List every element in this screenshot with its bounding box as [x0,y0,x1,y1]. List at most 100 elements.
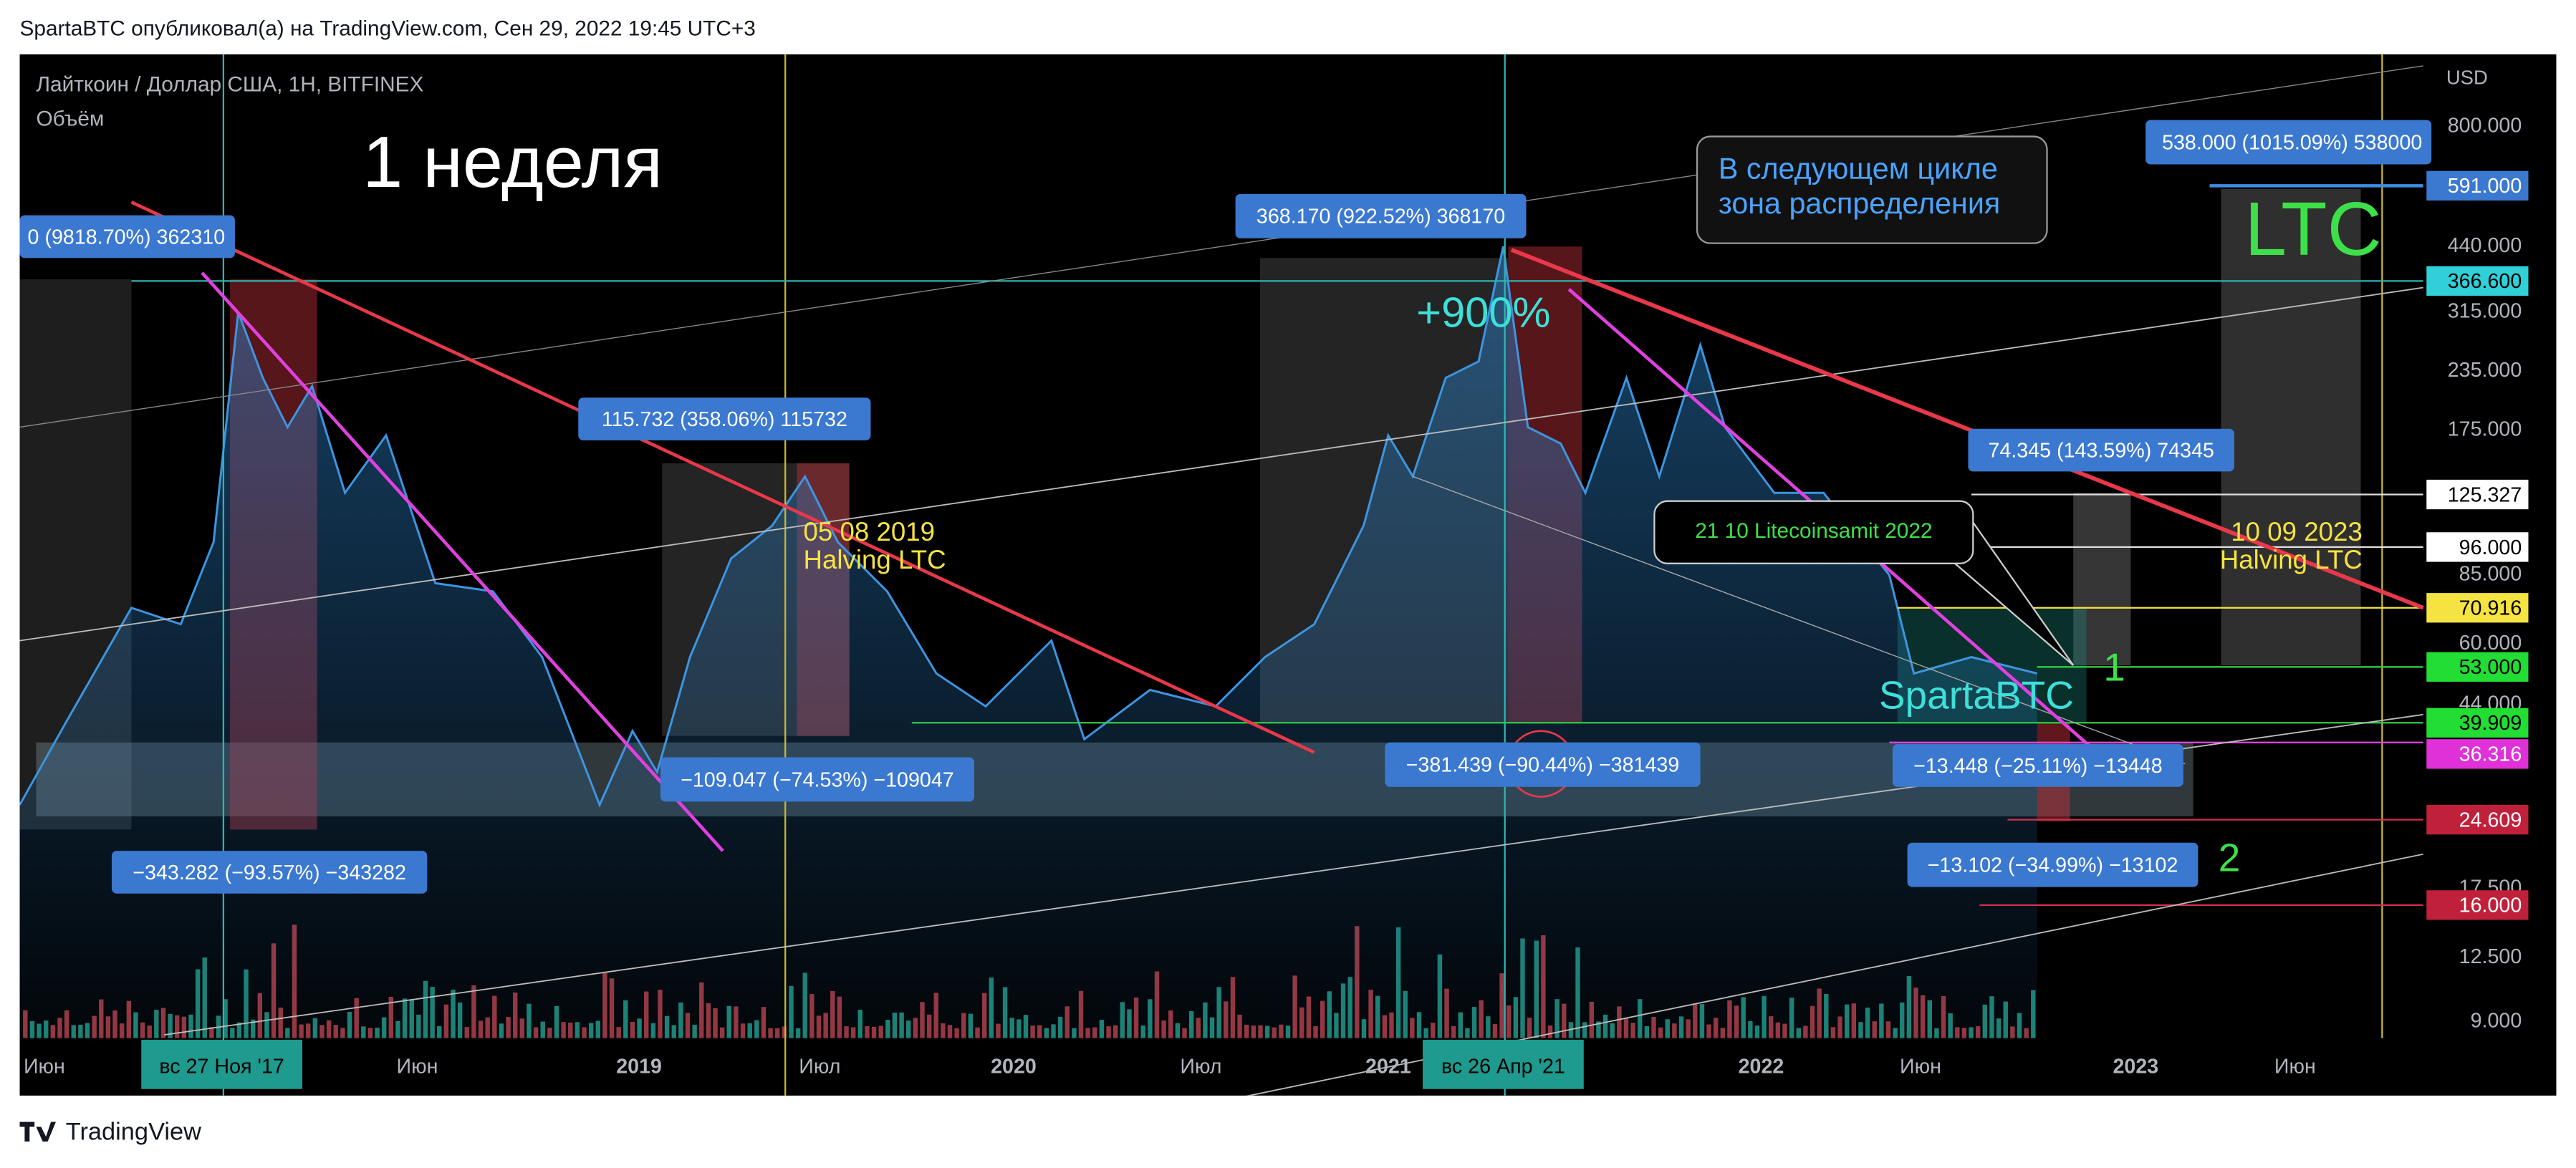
price-tick-label: 96.000 [2459,536,2522,559]
measure-label-box [111,851,428,894]
trendline [1510,248,2424,610]
gray-zone [2221,188,2361,666]
marker: 1 [2103,645,2125,689]
measure-label: −109.047 (−74.53%) −109047 [681,768,954,791]
price-tick-label: 175.000 [2448,418,2522,441]
channel-line [1246,853,2423,1096]
price-tick-label: 60.000 [2459,632,2522,655]
trendline [130,201,1315,754]
measure-label: 115.732 (358.06%) 115732 [602,408,847,431]
indicator-label: Объём [36,107,104,130]
time-tick-label: Июн [397,1055,438,1078]
price-tick-label: 366.600 [2448,270,2522,293]
price-tick-label: 39.909 [2459,712,2522,735]
measure-label-box [19,215,235,259]
time-tick-label: 2020 [991,1055,1037,1078]
price-tick-label: 12.500 [2459,945,2522,968]
price-badge [2426,890,2529,920]
price-tick-label: 53.000 [2459,656,2522,679]
price-tick-label: 9.000 [2471,1009,2522,1032]
date-badge [141,1039,302,1089]
time-tick-label: Июл [799,1055,840,1078]
ticker-label: LTC [2244,188,2381,271]
header-text: SpartaBTC опубликовал(а) на TradingView.… [20,16,756,40]
measure-label: −381.439 (−90.44%) −381439 [1406,754,1680,777]
measure-label: 0 (9818.70%) 362310 [28,226,226,248]
halving-date: 05 08 2019 [803,517,935,546]
callout-pointer [1954,521,2075,666]
price-badge [2426,708,2529,738]
footer-brand: TradingView [66,1119,201,1146]
chart-title: 1 неделя [362,122,663,203]
price-tick-label: 440.000 [2448,234,2522,257]
price-tick-label: 16.000 [2459,894,2522,917]
measure-label-box [1907,842,2198,887]
measure-label-box [1892,744,2183,787]
gain-label: +900% [1416,288,1550,336]
time-tick-label: 2022 [1739,1055,1784,1078]
plot: Лайткоин / Доллар США, 1H, BITFINEX Объём… [19,54,2432,1096]
price-badge [2426,170,2529,201]
measure-label: −13.448 (−25.11%) −13448 [1913,755,2163,778]
price-badge [2426,652,2529,682]
halving-date: 10 09 2023 [2231,517,2363,546]
halving-label: Halving LTC [803,545,946,574]
callout-box [1696,135,2048,244]
price-tick-label: 235.000 [2448,359,2522,382]
date-badge [1423,1039,1584,1089]
measure-label-box [578,397,871,440]
time-tick-label: Июн [24,1055,65,1078]
price-tick-label: 85.000 [2459,562,2522,585]
price-tick-label: 24.609 [2459,809,2522,831]
time-tick-label: 2023 [2113,1055,2159,1078]
time-tick-label: 2019 [616,1055,662,1078]
gray-zone [2073,493,2131,666]
time-tick-label: вс 26 Апр '21 [1441,1055,1565,1078]
symbol-label: Лайткоин / Доллар США, 1H, BITFINEX [36,72,423,96]
measure-label-box [1235,193,1527,238]
measure-label-box [1385,742,1701,787]
measure-label: 74.345 (143.59%) 74345 [1988,439,2214,462]
price-tick-label: 591.000 [2448,175,2522,198]
measure-label-box [660,757,974,802]
time-tick-label: вс 27 Ноя '17 [159,1055,284,1078]
measure-label-box [1968,428,2234,472]
channel-line [19,65,2423,428]
price-badge [2426,593,2529,623]
price-badge [2426,266,2529,296]
price-badge [2426,739,2529,769]
watermark: SpartaBTC [1879,672,2074,717]
measure-label: −13.102 (−34.99%) −13102 [1928,854,2178,877]
price-tick-label: 315.000 [2448,300,2522,323]
footer-logo: TradingView [19,1119,201,1146]
time-tick-label: Июл [1180,1055,1221,1078]
price-badge [2426,804,2529,835]
measure-label: 538.000 (1015.09%) 538000 [2162,131,2422,154]
halving-label: Halving LTC [2220,545,2363,574]
callout-text: 21 10 Litecoinsamit 2022 [1695,519,1932,543]
time-tick-label: 2021 [1365,1055,1411,1078]
price-line [19,246,2038,808]
price-badge [2426,532,2529,562]
callout-text: зона распределения [1719,187,2000,220]
price-tick-label: 800.000 [2448,114,2522,137]
callout-box [1653,500,1974,564]
channel-line [19,286,2423,642]
price-tick-label: 36.316 [2459,743,2522,766]
marker: 2 [2219,835,2241,879]
measure-label: −343.282 (−93.57%) −343282 [133,861,406,884]
measure-label: 368.170 (922.52%) 368170 [1256,206,1505,228]
price-axis: USD800.000591.000440.000366.600315.00023… [24,67,2529,1089]
trendline [201,271,724,852]
axis-unit: USD [2446,67,2488,89]
callout-text: В следующем цикле [1719,153,1998,185]
time-tick-label: Июн [2274,1055,2316,1078]
time-tick-label: Июн [1900,1055,1941,1078]
price-tick-label: 70.916 [2459,597,2522,620]
price-badge [2426,479,2529,510]
measure-label-box [2145,120,2432,165]
price-tick-label: 125.327 [2448,483,2522,506]
